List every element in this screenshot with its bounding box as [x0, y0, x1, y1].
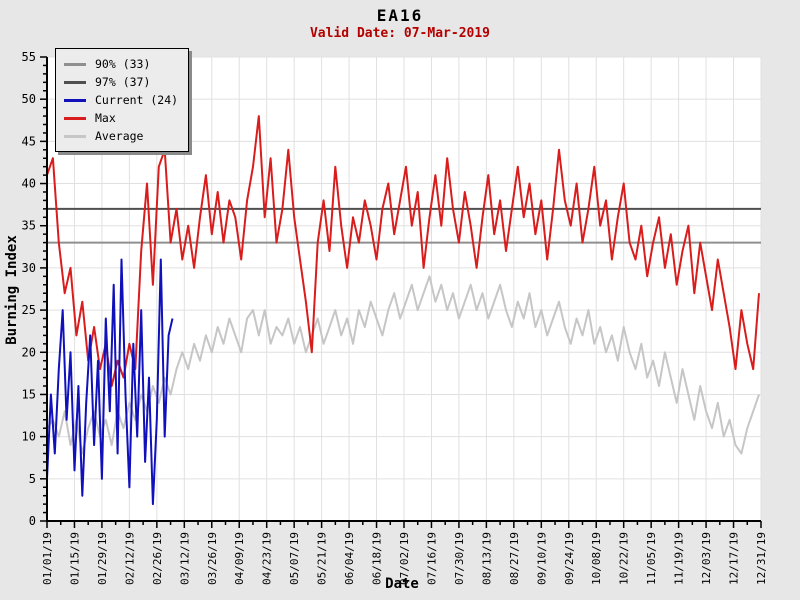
x-tick-label: 12/31/19 — [755, 532, 768, 585]
legend-swatch-p90 — [64, 62, 86, 66]
legend-label: Current (24) — [95, 93, 179, 107]
x-tick-label: 07/30/19 — [453, 532, 466, 585]
legend-item-97-37: 97% (37) — [64, 73, 178, 91]
series-line-current-24 — [46, 258, 174, 506]
legend-item-average: Average — [64, 127, 178, 145]
x-tick-label: 11/19/19 — [673, 532, 686, 585]
legend-item-current-24: Current (24) — [64, 91, 178, 109]
x-tick-label: 03/12/19 — [178, 532, 191, 585]
y-tick-label: 30 — [22, 261, 36, 275]
legend-swatch-average — [64, 134, 86, 138]
x-tick-label: 11/05/19 — [645, 532, 658, 585]
x-tick-label: 10/08/19 — [590, 532, 603, 585]
legend-swatch-max — [64, 116, 86, 120]
y-tick-label: 0 — [29, 514, 36, 528]
chart-title: EA16 — [376, 6, 424, 25]
series-line-max — [46, 115, 760, 387]
y-tick-label: 45 — [22, 134, 36, 148]
legend-swatch-p97 — [64, 80, 86, 84]
series-line-average — [46, 275, 760, 455]
x-tick-label: 01/15/19 — [68, 532, 81, 585]
y-tick-label: 20 — [22, 345, 36, 359]
chart-subtitle: Valid Date: 07-Mar-2019 — [309, 26, 490, 41]
x-tick-label: 09/10/19 — [535, 532, 548, 585]
y-tick-label: 35 — [22, 219, 36, 233]
x-tick-label: 01/29/19 — [96, 532, 109, 585]
x-tick-label: 06/18/19 — [371, 532, 384, 585]
y-tick-label: 10 — [22, 430, 36, 444]
y-axis-title: Burning Index — [4, 235, 20, 345]
y-tick-label: 15 — [22, 387, 36, 401]
x-tick-label: 10/22/19 — [618, 532, 631, 585]
x-tick-label: 08/13/19 — [480, 532, 493, 585]
x-tick-label: 02/12/19 — [123, 532, 136, 585]
legend-label: Max — [95, 111, 116, 125]
x-tick-label: 06/04/19 — [343, 532, 356, 585]
legend-item-90-33: 90% (33) — [64, 55, 178, 73]
x-tick-label: 05/21/19 — [316, 532, 329, 585]
x-tick-label: 01/01/19 — [41, 532, 54, 585]
y-tick-label: 50 — [22, 92, 36, 106]
x-tick-label: 12/03/19 — [700, 532, 713, 585]
y-tick-label: 40 — [22, 177, 36, 191]
legend-swatch-current — [64, 98, 86, 102]
x-tick-label: 12/17/19 — [728, 532, 741, 585]
y-tick-label: 25 — [22, 303, 36, 317]
x-tick-label: 08/27/19 — [508, 532, 521, 585]
x-tick-label: 09/24/19 — [563, 532, 576, 585]
x-axis-title: Date — [385, 576, 419, 592]
x-tick-label: 07/16/19 — [425, 532, 438, 585]
legend-label: 97% (37) — [95, 75, 151, 89]
legend-label: Average — [95, 129, 144, 143]
x-tick-label: 03/26/19 — [206, 532, 219, 585]
y-tick-label: 5 — [29, 472, 36, 486]
x-tick-label: 07/02/19 — [398, 532, 411, 585]
x-tick-label: 02/26/19 — [151, 532, 164, 585]
legend-label: 90% (33) — [95, 57, 151, 71]
x-tick-label: 05/07/19 — [288, 532, 301, 585]
legend-box: 90% (33) 97% (37) Current (24) Max Average — [55, 48, 190, 152]
x-tick-label: 04/23/19 — [261, 532, 274, 585]
y-tick-label: 55 — [22, 50, 36, 64]
legend-item-max: Max — [64, 109, 178, 127]
x-tick-label: 04/09/19 — [233, 532, 246, 585]
